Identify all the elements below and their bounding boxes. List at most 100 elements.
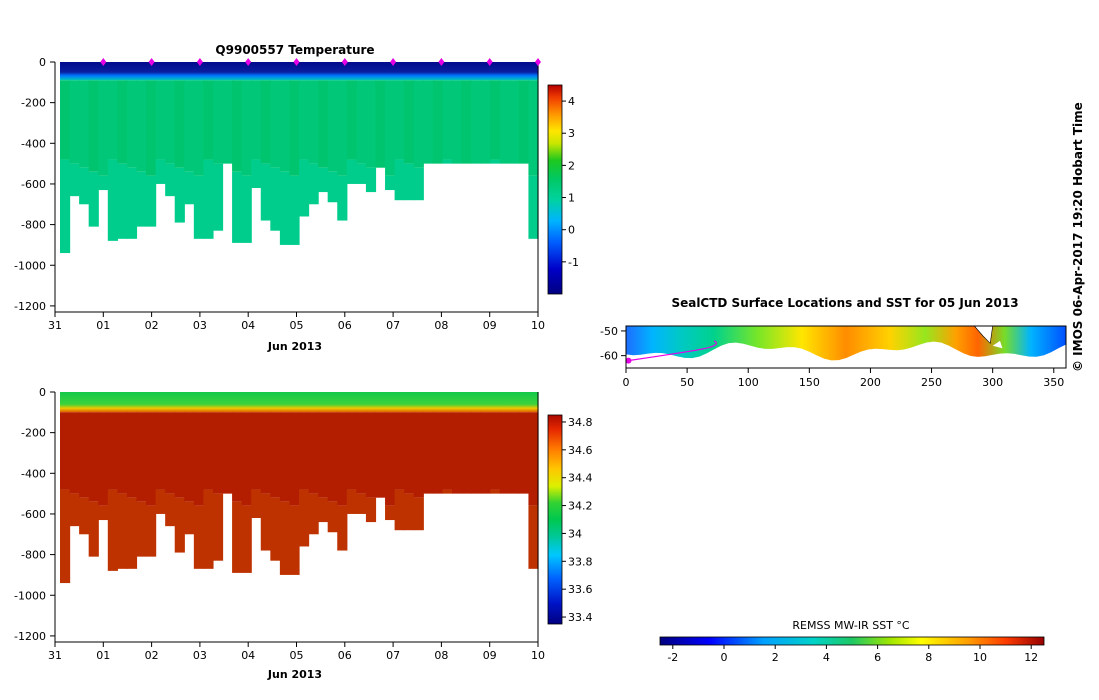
salinity-mid-cell — [375, 412, 386, 498]
salinity-mid-cell — [136, 412, 147, 502]
y-tick-label: -1000 — [14, 259, 46, 272]
map-x-tick-label: 200 — [860, 376, 881, 389]
temperature-mid-cell — [60, 80, 71, 160]
x-tick-label: 07 — [386, 649, 400, 662]
temperature-mid-cell — [423, 80, 434, 164]
x-tick-label: 05 — [290, 649, 304, 662]
float-marker — [341, 58, 348, 66]
temperature-surface-cell — [117, 62, 128, 81]
salinity-surface-cell — [385, 392, 396, 413]
colorbar-tick-label: 0 — [568, 224, 575, 237]
salinity-deep-cell — [79, 497, 90, 535]
float-marker — [245, 58, 252, 66]
temperature-surface-cell — [471, 62, 482, 81]
salinity-deep-cell — [299, 489, 310, 547]
temperature-surface-cell — [251, 62, 262, 81]
salinity-surface-cell — [432, 392, 443, 413]
temperature-mid-cell — [499, 80, 510, 164]
temperature-deep-cell — [98, 175, 109, 191]
temperature-surface-cell — [165, 62, 176, 81]
x-tick-label: 06 — [338, 319, 352, 332]
salinity-surface-cell — [88, 392, 99, 413]
temperature-surface-cell — [337, 62, 348, 81]
salinity-surface-cell — [79, 392, 90, 413]
y-tick-label: -600 — [21, 508, 46, 521]
temperature-deep-cell — [232, 171, 243, 243]
temperature-surface-cell — [146, 62, 157, 81]
salinity-mid-cell — [308, 412, 319, 494]
temperature-deep-cell — [318, 167, 329, 193]
y-tick-label: -400 — [21, 137, 46, 150]
sst-colorbar-tick-label: 8 — [925, 651, 932, 664]
sst-colorbar-tick-label: 4 — [823, 651, 830, 664]
temperature-deep-cell — [270, 167, 281, 231]
salinity-surface-cell — [499, 392, 510, 413]
temperature-deep-cell — [136, 171, 147, 227]
temperature-deep-cell — [79, 167, 90, 205]
map-x-tick-label: 350 — [1043, 376, 1064, 389]
salinity-surface-cell — [174, 392, 185, 413]
temperature-deep-cell — [107, 159, 118, 241]
temperature-surface-cell — [509, 62, 520, 81]
temperature-mid-cell — [442, 80, 453, 160]
temperature-mid-cell — [528, 80, 539, 176]
float-marker — [486, 58, 493, 66]
temperature-surface-cell — [518, 62, 530, 81]
salinity-mid-cell — [279, 412, 291, 502]
salinity-deep-cell — [146, 505, 157, 557]
temperature-deep-cell — [394, 159, 405, 201]
salinity-mid-cell — [174, 412, 185, 498]
y-tick-label: -1200 — [14, 300, 46, 313]
temperature-mid-cell — [241, 80, 252, 176]
colorbar-tick-label: 34 — [568, 527, 582, 540]
salinity-surface-cell — [518, 392, 530, 413]
temperature-deep-cell — [203, 159, 214, 239]
temperature-surface-cell — [423, 62, 434, 81]
y-tick-label: -1200 — [14, 630, 46, 643]
y-tick-label: -800 — [21, 549, 46, 562]
salinity-mid-cell — [461, 412, 472, 494]
salinity-xlabel: Jun 2013 — [267, 668, 322, 681]
x-tick-label: 08 — [434, 319, 448, 332]
salinity-surface-cell — [289, 392, 300, 413]
salinity-deep-cell — [117, 493, 128, 569]
salinity-mid-cell — [212, 412, 224, 494]
salinity-deep-cell — [260, 493, 271, 551]
float-marker — [148, 58, 155, 66]
map-x-tick-label: 250 — [921, 376, 942, 389]
temperature-surface-cell — [327, 62, 338, 81]
temperature-deep-cell — [413, 167, 424, 201]
x-tick-label: 03 — [193, 319, 207, 332]
salinity-mid-cell — [193, 412, 204, 506]
x-tick-label: 31 — [48, 319, 62, 332]
temperature-surface-cell — [528, 62, 539, 81]
colorbar-tick-label: 4 — [568, 95, 575, 108]
float-marker — [535, 58, 541, 66]
temperature-surface-cell — [480, 62, 491, 81]
sst-colorbar-tick-label: 12 — [1024, 651, 1038, 664]
seal-track — [628, 340, 717, 362]
temperature-deep-cell — [117, 163, 128, 239]
salinity-surface-cell — [126, 392, 138, 413]
x-tick-label: 04 — [241, 319, 255, 332]
temperature-xlabel: Jun 2013 — [267, 340, 322, 353]
x-tick-label: 05 — [290, 319, 304, 332]
temperature-surface-cell — [241, 62, 252, 81]
temperature-mid-cell — [518, 80, 530, 164]
salinity-deep-cell — [270, 497, 281, 561]
temperature-mid-cell — [270, 80, 281, 168]
x-tick-label: 01 — [96, 319, 110, 332]
temperature-mid-cell — [509, 80, 520, 164]
x-tick-label: 01 — [96, 649, 110, 662]
salinity-mid-cell — [260, 412, 271, 494]
temperature-mid-cell — [203, 80, 214, 160]
salinity-deep-cell — [365, 497, 377, 523]
temperature-mid-cell — [279, 80, 291, 172]
salinity-deep-cell — [241, 505, 252, 573]
temperature-deep-cell — [356, 163, 367, 184]
temperature-mid-cell — [365, 80, 377, 168]
y-tick-label: -1000 — [14, 589, 46, 602]
temperature-mid-cell — [184, 80, 195, 172]
sst-colorbar-tick-label: 2 — [772, 651, 779, 664]
